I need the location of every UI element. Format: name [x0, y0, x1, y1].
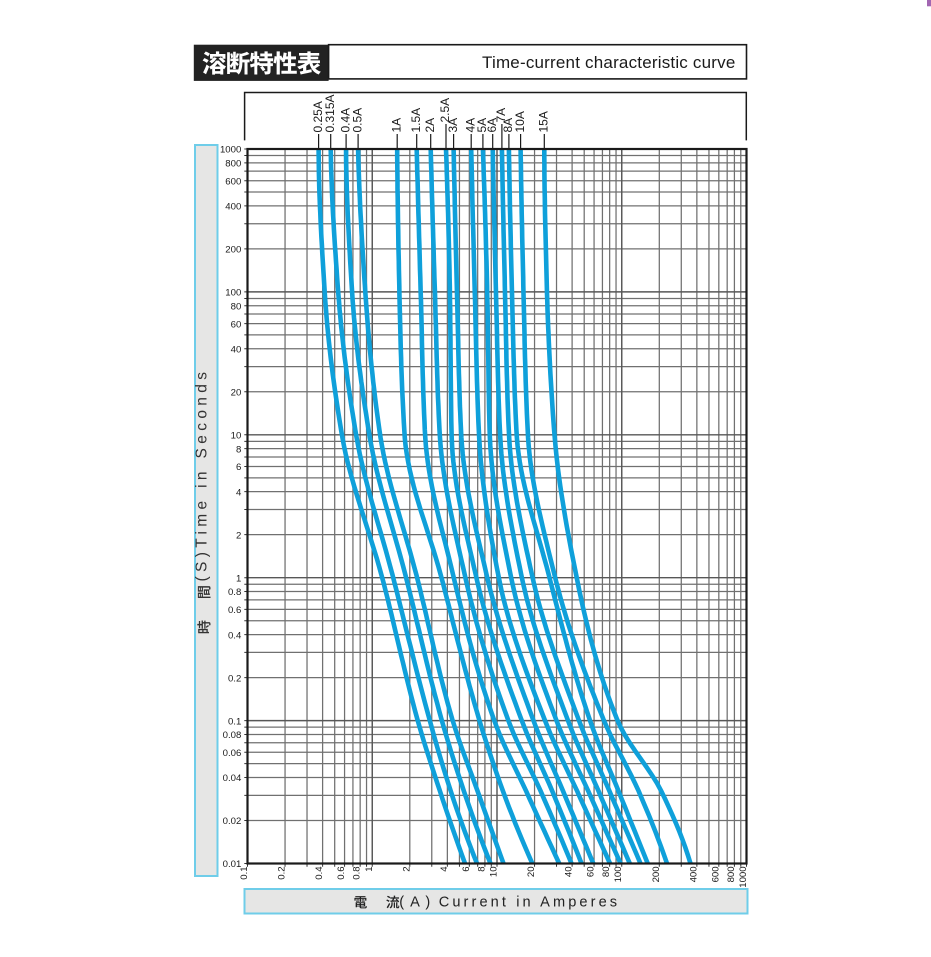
svg-text:): ) [425, 895, 430, 911]
svg-text:0.1: 0.1 [228, 716, 241, 727]
svg-text:2: 2 [401, 866, 412, 871]
svg-text:800: 800 [726, 866, 737, 882]
svg-text:4: 4 [439, 866, 450, 872]
svg-text:400: 400 [225, 202, 241, 213]
svg-text:6A: 6A [485, 118, 499, 133]
svg-text:8: 8 [476, 866, 487, 871]
svg-text:10: 10 [231, 431, 242, 442]
svg-text:1000: 1000 [738, 866, 749, 887]
svg-text:0.08: 0.08 [223, 730, 242, 741]
svg-text:5A: 5A [475, 118, 489, 133]
svg-text:0.02: 0.02 [223, 816, 242, 827]
svg-text:100: 100 [613, 866, 624, 882]
svg-text:40: 40 [564, 866, 575, 877]
svg-text:0.8: 0.8 [352, 866, 363, 879]
svg-text:3A: 3A [446, 118, 460, 133]
svg-text:6: 6 [461, 866, 472, 871]
svg-text:4: 4 [236, 487, 242, 498]
svg-text:60: 60 [586, 866, 597, 877]
svg-text:0.2: 0.2 [277, 866, 288, 879]
svg-text:Current in Amperes: Current in Amperes [439, 895, 621, 911]
svg-text:10A: 10A [513, 111, 527, 132]
svg-text:0.1: 0.1 [239, 866, 250, 879]
svg-text:1: 1 [236, 573, 241, 584]
svg-text:0.4: 0.4 [314, 866, 325, 880]
svg-text:(: ( [399, 895, 404, 911]
svg-text:8A: 8A [501, 118, 515, 133]
svg-text:0.4: 0.4 [228, 630, 242, 641]
svg-text:0.06: 0.06 [223, 748, 242, 759]
svg-text:10: 10 [489, 866, 500, 877]
svg-text:7A: 7A [494, 108, 508, 123]
svg-text:2A: 2A [423, 118, 437, 133]
svg-text:20: 20 [526, 866, 537, 877]
svg-text:0.6: 0.6 [336, 866, 347, 879]
svg-text:1000: 1000 [220, 145, 241, 156]
svg-text:0.315A: 0.315A [323, 94, 337, 132]
svg-text:0.2: 0.2 [228, 673, 241, 684]
svg-text:1A: 1A [389, 118, 403, 133]
svg-text:2.5A: 2.5A [438, 98, 452, 123]
svg-text:1: 1 [364, 866, 375, 871]
svg-text:80: 80 [231, 301, 242, 312]
svg-text:15A: 15A [537, 111, 551, 132]
svg-text:4A: 4A [463, 118, 477, 133]
svg-text:0.8: 0.8 [228, 587, 241, 598]
svg-text:400: 400 [688, 866, 699, 882]
svg-text:60: 60 [231, 319, 242, 330]
svg-text:20: 20 [231, 388, 242, 399]
svg-text:6: 6 [236, 462, 241, 473]
svg-text:Time-current characteristic cu: Time-current characteristic curve [482, 53, 735, 72]
svg-text:A: A [410, 895, 420, 911]
svg-text:0.6: 0.6 [228, 605, 241, 616]
svg-text:200: 200 [225, 245, 241, 256]
svg-text:600: 600 [225, 176, 241, 187]
svg-text:200: 200 [651, 866, 662, 882]
svg-text:2: 2 [236, 530, 241, 541]
svg-text:40: 40 [231, 345, 242, 356]
svg-text:80: 80 [601, 866, 612, 877]
svg-text:1.5A: 1.5A [409, 108, 423, 133]
svg-text:600: 600 [710, 866, 721, 882]
svg-text:100: 100 [225, 288, 241, 299]
svg-text:0.04: 0.04 [223, 773, 242, 784]
svg-text:0.4A: 0.4A [338, 108, 352, 133]
svg-text:0.01: 0.01 [223, 859, 242, 870]
svg-text:(S)Time in Seconds: (S)Time in Seconds [193, 368, 210, 582]
svg-text:0.25A: 0.25A [311, 101, 325, 132]
svg-text:800: 800 [225, 159, 241, 170]
svg-text:8: 8 [236, 444, 241, 455]
svg-text:0.5A: 0.5A [350, 108, 364, 133]
